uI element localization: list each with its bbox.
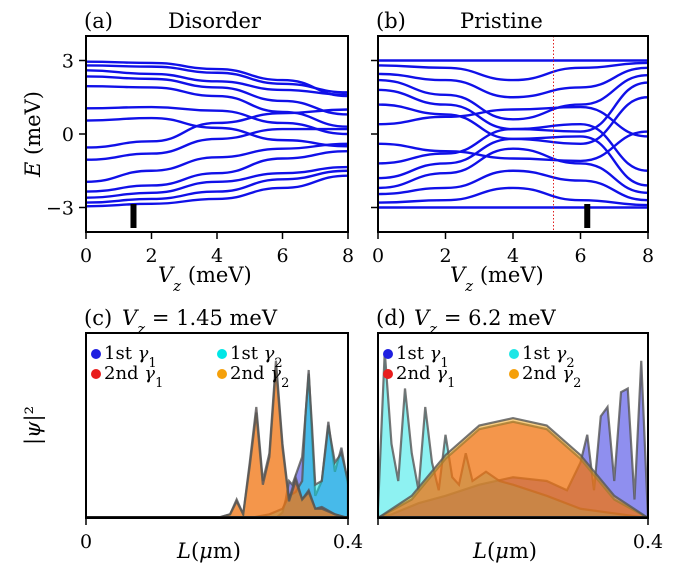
y-tick-label: −3 xyxy=(46,198,74,220)
density-area xyxy=(378,416,648,518)
x-tick-label: 8 xyxy=(342,245,354,267)
x-axis-label: L(μm) xyxy=(176,539,241,563)
legend-marker xyxy=(509,369,519,379)
x-tick-label: 8 xyxy=(642,245,654,267)
x-tick-label: 4 xyxy=(507,245,519,267)
x-axis-label: L(μm) xyxy=(472,539,537,563)
legend-marker xyxy=(509,349,519,359)
legend-marker xyxy=(217,349,227,359)
panel-label: (b) xyxy=(376,9,406,33)
band-line xyxy=(378,105,648,138)
band-line xyxy=(86,116,348,148)
panel-c: 1st γ1 1st γ2 2nd γ1 2nd γ2 0 0.4 (c) Vz = 1.45… xyxy=(21,306,363,563)
band-line xyxy=(86,169,348,204)
band-line xyxy=(86,60,348,98)
band-line xyxy=(86,142,348,183)
x-axis-label: Vz (meV) xyxy=(450,263,544,295)
y-tick-label: 0 xyxy=(62,124,74,146)
band-line xyxy=(86,165,348,199)
x-tick-label: 0.4 xyxy=(333,531,363,553)
legend-label: 1st γ2 xyxy=(522,343,575,371)
panel-a: 0 2 4 6 8 3 0 −3 (a) Disorder Vz (meV) E (meV) xyxy=(21,9,354,295)
y-tick-label: 3 xyxy=(62,51,74,73)
axes-frame xyxy=(85,332,349,519)
x-tick-label: 6 xyxy=(276,245,288,267)
panel-title: Disorder xyxy=(168,9,262,33)
panel-label: (a) xyxy=(84,9,113,33)
legend-label: 2nd γ2 xyxy=(522,363,581,391)
legend-label: 2nd γ1 xyxy=(396,363,455,391)
panel-title: Pristine xyxy=(460,9,543,33)
band-line xyxy=(86,127,348,161)
plot-area xyxy=(378,351,648,518)
vz-marker xyxy=(584,204,591,228)
band-line xyxy=(86,174,348,208)
x-tick-label: 6 xyxy=(574,245,586,267)
band-line xyxy=(378,169,648,202)
x-tick-label: 4 xyxy=(211,245,223,267)
band-line xyxy=(378,74,648,121)
x-tick-label: 0 xyxy=(80,245,92,267)
panel-d: 1st γ1 1st γ2 2nd γ1 2nd γ2 0.4 (d) Vz = 6.2 m… xyxy=(376,306,663,563)
band-line xyxy=(86,64,348,94)
legend-marker xyxy=(383,349,393,359)
x-tick-label: 2 xyxy=(439,245,451,267)
x-tick-label: 0 xyxy=(372,245,384,267)
panel-b: 0 2 4 6 8 (b) Pristine Vz (meV) xyxy=(371,9,654,295)
band-line xyxy=(378,186,648,207)
band-line xyxy=(378,122,648,172)
band-line xyxy=(86,149,348,193)
x-tick-label: 0 xyxy=(80,531,92,553)
y-axis-label: |ψ|² xyxy=(21,406,46,445)
legend-marker xyxy=(217,369,227,379)
band-line xyxy=(378,66,648,99)
density-area xyxy=(86,366,348,518)
legend-marker xyxy=(383,369,393,379)
band-line xyxy=(86,75,348,116)
legend-label: 1st γ1 xyxy=(396,343,449,371)
band-line xyxy=(378,130,648,163)
legend-label: 1st γ1 xyxy=(104,343,157,371)
x-tick-label: 0.4 xyxy=(633,531,663,553)
panel-label: (c) xyxy=(84,306,112,330)
plot-area xyxy=(86,60,348,228)
band-line xyxy=(86,105,348,136)
legend-label: 2nd γ1 xyxy=(104,363,163,391)
band-line xyxy=(86,108,348,149)
legend-label: 1st γ2 xyxy=(230,343,283,371)
band-line xyxy=(86,69,348,96)
legend-marker xyxy=(91,349,101,359)
x-tick-label: 2 xyxy=(145,245,157,267)
band-line xyxy=(86,85,348,128)
band-line xyxy=(378,61,648,82)
panel-title: Vz = 1.45 meV xyxy=(122,306,278,338)
plot-area xyxy=(378,36,648,232)
axes-frame xyxy=(377,332,649,519)
vz-marker xyxy=(130,204,137,228)
plot-area xyxy=(86,360,348,518)
panel-title: Vz = 6.2 meV xyxy=(414,306,557,338)
x-axis-label: Vz (meV) xyxy=(158,263,252,295)
band-line xyxy=(378,96,648,146)
panel-label: (d) xyxy=(376,306,406,330)
legend-label: 2nd γ2 xyxy=(230,363,289,391)
band-line xyxy=(378,147,648,194)
band-line xyxy=(378,135,648,187)
y-axis-label: E (meV) xyxy=(21,91,45,178)
legend-marker xyxy=(91,369,101,379)
